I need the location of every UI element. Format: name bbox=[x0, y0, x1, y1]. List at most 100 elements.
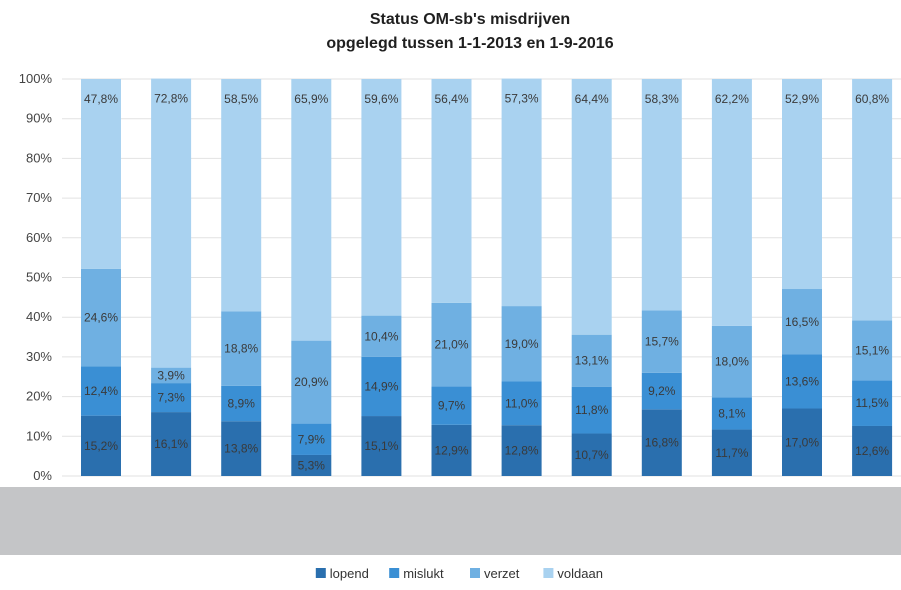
bar-segment-mislukt bbox=[361, 356, 402, 417]
bar-segment-mislukt bbox=[711, 397, 752, 430]
data-label-voldaan: 60,8% bbox=[855, 92, 889, 106]
data-label-mislukt: 13,6% bbox=[785, 375, 819, 389]
legend-swatch-lopend bbox=[315, 568, 326, 578]
chart-title-line-2: opgelegd tussen 1-1-2013 en 1-9-2016 bbox=[326, 35, 613, 52]
data-label-mislukt: 11,5% bbox=[856, 396, 889, 410]
bar-segment-mislukt bbox=[151, 383, 192, 413]
bar-segment-verzet bbox=[711, 325, 752, 398]
data-label-mislukt: 14,9% bbox=[364, 379, 398, 393]
data-label-verzet: 18,8% bbox=[224, 342, 258, 356]
bar-segment-lopend bbox=[782, 408, 822, 476]
data-label-voldaan: 72,8% bbox=[154, 92, 188, 106]
data-label-verzet: 18,0% bbox=[715, 355, 749, 369]
data-label-voldaan: 62,2% bbox=[715, 92, 749, 106]
bar-segment-verzet bbox=[782, 289, 822, 355]
data-label-lopend: 13,8% bbox=[224, 442, 258, 456]
data-label-verzet: 24,6% bbox=[84, 311, 118, 325]
data-label-lopend: 16,8% bbox=[645, 436, 679, 450]
bar-segment-lopend bbox=[81, 415, 121, 476]
data-label-verzet: 15,1% bbox=[855, 343, 889, 357]
data-label-lopend: 15,1% bbox=[364, 439, 398, 453]
data-label-lopend: 10,7% bbox=[575, 448, 609, 462]
data-label-mislukt: 12,4% bbox=[84, 384, 118, 398]
legend: lopend mislukt verzet voldaan bbox=[315, 566, 603, 581]
data-label-verzet: 13,1% bbox=[575, 354, 609, 368]
data-label-voldaan: 52,9% bbox=[785, 92, 819, 106]
y-axis: 0% 10% 20% 30% 40% 50% 60% 70% 80% 90% 100% bbox=[19, 71, 53, 483]
data-label-lopend: 17,0% bbox=[785, 435, 819, 449]
bar-segment-voldaan bbox=[81, 79, 121, 269]
bar-segment-mislukt bbox=[221, 385, 262, 422]
y-tick-label: 10% bbox=[26, 428, 52, 443]
y-tick-label: 40% bbox=[26, 309, 52, 324]
bar-segment-voldaan bbox=[711, 79, 752, 326]
gridlines bbox=[62, 78, 901, 477]
bar-segment-verzet bbox=[431, 302, 472, 387]
bar-segment-voldaan bbox=[501, 78, 542, 307]
y-tick-label: 60% bbox=[26, 230, 52, 245]
data-label-verzet: 10,4% bbox=[364, 329, 398, 343]
data-label-voldaan: 56,4% bbox=[434, 92, 468, 106]
bar-segment-lopend bbox=[501, 425, 542, 476]
bar-segment-verzet bbox=[151, 367, 192, 384]
bar-segment-lopend bbox=[361, 416, 402, 476]
y-tick-label: 20% bbox=[26, 389, 52, 404]
bar-segment-lopend bbox=[852, 425, 893, 476]
data-label-lopend: 5,3% bbox=[298, 458, 326, 472]
data-label-verzet: 20,9% bbox=[294, 375, 328, 389]
bar-segment-lopend bbox=[221, 421, 262, 476]
legend-swatch-voldaan bbox=[543, 568, 554, 578]
data-label-verzet: 3,9% bbox=[157, 368, 185, 382]
bar-segment-mislukt bbox=[81, 366, 121, 416]
bar-segment-voldaan bbox=[571, 79, 612, 335]
data-label-mislukt: 9,7% bbox=[438, 399, 466, 413]
bar-segment-voldaan bbox=[852, 79, 893, 321]
y-tick-label: 0% bbox=[33, 468, 52, 483]
data-label-mislukt: 8,1% bbox=[718, 406, 746, 420]
data-label-mislukt: 11,8% bbox=[575, 403, 608, 417]
data-label-mislukt: 7,3% bbox=[157, 391, 185, 405]
legend-swatch-verzet bbox=[470, 568, 480, 578]
data-label-verzet: 16,5% bbox=[785, 315, 819, 329]
data-label-verzet: 21,0% bbox=[434, 338, 468, 352]
data-label-mislukt: 8,9% bbox=[228, 397, 256, 411]
bar-segment-voldaan bbox=[782, 79, 822, 290]
data-label-verzet: 15,7% bbox=[645, 335, 679, 349]
bars bbox=[81, 78, 893, 476]
y-tick-label: 90% bbox=[26, 111, 52, 126]
bar-segment-verzet bbox=[852, 320, 893, 381]
bar-segment-mislukt bbox=[782, 354, 822, 409]
bar-segment-voldaan bbox=[641, 79, 682, 311]
bar-segment-voldaan bbox=[431, 79, 472, 303]
legend-label-lopend: lopend bbox=[330, 566, 369, 581]
bar-segment-voldaan bbox=[151, 78, 192, 368]
bar-segment-verzet bbox=[501, 306, 542, 382]
data-label-lopend: 12,9% bbox=[434, 443, 468, 457]
bar-segment-voldaan bbox=[291, 79, 332, 341]
bar-segment-mislukt bbox=[852, 380, 893, 426]
y-tick-label: 70% bbox=[26, 190, 52, 205]
bar-segment-lopend bbox=[431, 424, 472, 476]
bar-segment-verzet bbox=[641, 310, 682, 373]
legend-label-verzet: verzet bbox=[484, 566, 520, 581]
data-label-mislukt: 7,9% bbox=[298, 432, 326, 446]
data-label-voldaan: 58,5% bbox=[224, 92, 258, 106]
data-label-mislukt: 11,0% bbox=[505, 396, 538, 410]
bar-segment-lopend bbox=[711, 429, 752, 476]
bar-segment-verzet bbox=[221, 311, 262, 386]
data-label-voldaan: 57,3% bbox=[505, 92, 539, 106]
bar-segment-lopend bbox=[571, 433, 612, 476]
bar-segment-mislukt bbox=[501, 381, 542, 426]
data-label-lopend: 12,6% bbox=[855, 444, 889, 458]
bar-segment-mislukt bbox=[571, 386, 612, 434]
legend-label-mislukt: mislukt bbox=[403, 566, 444, 581]
data-label-voldaan: 65,9% bbox=[294, 92, 328, 106]
bar-segment-verzet bbox=[571, 334, 612, 387]
y-tick-label: 80% bbox=[26, 150, 52, 165]
y-tick-label: 50% bbox=[26, 270, 52, 285]
data-label-mislukt: 9,2% bbox=[648, 384, 676, 398]
data-label-lopend: 15,2% bbox=[84, 439, 118, 453]
data-label-voldaan: 64,4% bbox=[575, 92, 609, 106]
data-label-lopend: 12,8% bbox=[505, 444, 539, 458]
